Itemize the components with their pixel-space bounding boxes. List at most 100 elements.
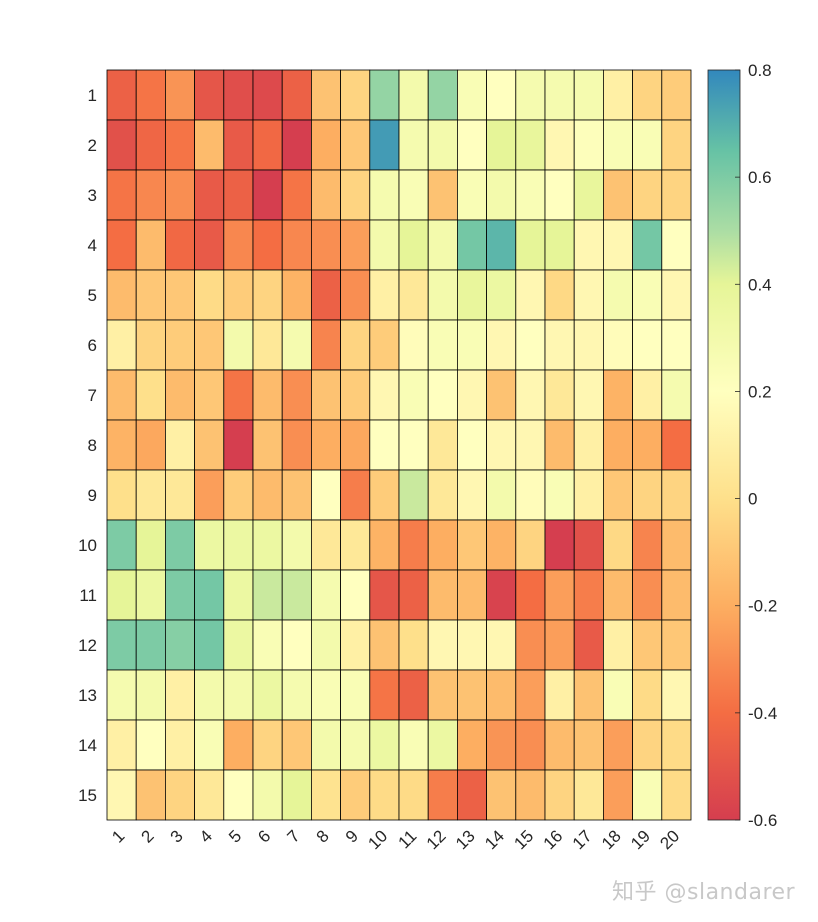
heatmap-cell bbox=[310, 419, 341, 471]
heatmap-cell bbox=[603, 419, 634, 471]
heatmap-cell bbox=[340, 469, 371, 521]
column-tick-label: 12 bbox=[423, 826, 450, 853]
heatmap-cell bbox=[573, 319, 604, 371]
heatmap-cell bbox=[544, 519, 575, 571]
heatmap-cell bbox=[398, 519, 429, 571]
heatmap-cell bbox=[456, 169, 487, 221]
column-tick-label: 14 bbox=[481, 826, 508, 853]
column-tick-label: 1 bbox=[108, 826, 128, 846]
column-tick-label: 5 bbox=[225, 826, 245, 846]
row-tick-label: 2 bbox=[88, 136, 97, 155]
heatmap-cell bbox=[164, 319, 195, 371]
heatmap-cell bbox=[164, 469, 195, 521]
heatmap-cell bbox=[252, 419, 283, 471]
heatmap-cell bbox=[164, 269, 195, 321]
heatmap-cell bbox=[427, 269, 458, 321]
heatmap-cell bbox=[661, 319, 692, 371]
heatmap-cell bbox=[164, 369, 195, 421]
heatmap-cell bbox=[398, 319, 429, 371]
heatmap-cell bbox=[281, 519, 312, 571]
column-tick-label: 17 bbox=[569, 826, 596, 853]
heatmap-cell bbox=[603, 769, 634, 821]
heatmap-cell bbox=[252, 769, 283, 821]
heatmap-cell bbox=[398, 269, 429, 321]
heatmap-cell bbox=[544, 169, 575, 221]
heatmap-cell bbox=[603, 669, 634, 721]
heatmap-cell bbox=[427, 119, 458, 171]
column-tick-label: 9 bbox=[342, 826, 362, 846]
heatmap-cell bbox=[603, 469, 634, 521]
row-tick-label: 4 bbox=[88, 236, 97, 255]
heatmap-cell bbox=[661, 519, 692, 571]
heatmap-cell bbox=[573, 69, 604, 121]
colorbar-tick-label: -0.4 bbox=[748, 704, 777, 723]
heatmap-cell bbox=[106, 319, 137, 371]
heatmap-cell bbox=[456, 219, 487, 271]
heatmap-cell bbox=[369, 169, 400, 221]
heatmap-cell bbox=[456, 69, 487, 121]
heatmap-cell bbox=[456, 469, 487, 521]
heatmap-cell bbox=[661, 369, 692, 421]
column-tick-label: 20 bbox=[656, 826, 683, 853]
heatmap-cell bbox=[164, 119, 195, 171]
heatmap-cell bbox=[486, 619, 517, 671]
row-tick-label: 1 bbox=[88, 86, 97, 105]
heatmap-cell bbox=[632, 469, 663, 521]
heatmap-cell bbox=[573, 369, 604, 421]
heatmap-cell bbox=[603, 169, 634, 221]
heatmap-cell bbox=[223, 119, 254, 171]
heatmap-cell bbox=[223, 769, 254, 821]
heatmap-cell bbox=[106, 369, 137, 421]
heatmap-cell bbox=[398, 669, 429, 721]
heatmap-cell bbox=[310, 369, 341, 421]
heatmap-cell bbox=[427, 469, 458, 521]
heatmap-cell bbox=[194, 369, 225, 421]
heatmap-cell bbox=[223, 569, 254, 621]
heatmap-cell bbox=[164, 769, 195, 821]
heatmap-cell bbox=[427, 569, 458, 621]
heatmap-cell bbox=[573, 269, 604, 321]
heatmap-cell bbox=[252, 519, 283, 571]
heatmap-cell bbox=[661, 69, 692, 121]
heatmap-cell bbox=[310, 619, 341, 671]
heatmap-cell bbox=[632, 419, 663, 471]
heatmap-cell bbox=[515, 519, 546, 571]
heatmap-cell bbox=[486, 219, 517, 271]
heatmap-cell bbox=[164, 669, 195, 721]
heatmap-cell bbox=[573, 419, 604, 471]
heatmap-cell bbox=[281, 419, 312, 471]
heatmap-cell bbox=[661, 169, 692, 221]
heatmap-cell bbox=[427, 69, 458, 121]
heatmap-cell bbox=[632, 219, 663, 271]
heatmap-cell bbox=[456, 369, 487, 421]
heatmap-cell bbox=[194, 319, 225, 371]
heatmap-cell bbox=[194, 519, 225, 571]
heatmap-cell bbox=[310, 519, 341, 571]
heatmap-cell bbox=[486, 569, 517, 621]
heatmap-cell bbox=[544, 369, 575, 421]
heatmap-cell bbox=[223, 219, 254, 271]
heatmap-cell bbox=[573, 519, 604, 571]
heatmap-cell bbox=[281, 719, 312, 771]
row-tick-label: 14 bbox=[78, 736, 97, 755]
heatmap-cell bbox=[194, 619, 225, 671]
heatmap-cell bbox=[252, 369, 283, 421]
heatmap-cell bbox=[398, 569, 429, 621]
heatmap-cell bbox=[515, 119, 546, 171]
heatmap-cell bbox=[456, 319, 487, 371]
heatmap-cell bbox=[369, 319, 400, 371]
heatmap-cell bbox=[106, 119, 137, 171]
heatmap-cell bbox=[427, 319, 458, 371]
heatmap-cell bbox=[194, 169, 225, 221]
heatmap-cell bbox=[544, 319, 575, 371]
heatmap-cell bbox=[456, 569, 487, 621]
row-tick-label: 8 bbox=[88, 436, 97, 455]
heatmap-cell bbox=[603, 719, 634, 771]
heatmap-cell bbox=[369, 419, 400, 471]
heatmap-cell bbox=[515, 569, 546, 621]
heatmap-cell bbox=[456, 769, 487, 821]
heatmap-cell bbox=[661, 269, 692, 321]
heatmap-cell bbox=[164, 719, 195, 771]
heatmap-cell bbox=[252, 319, 283, 371]
